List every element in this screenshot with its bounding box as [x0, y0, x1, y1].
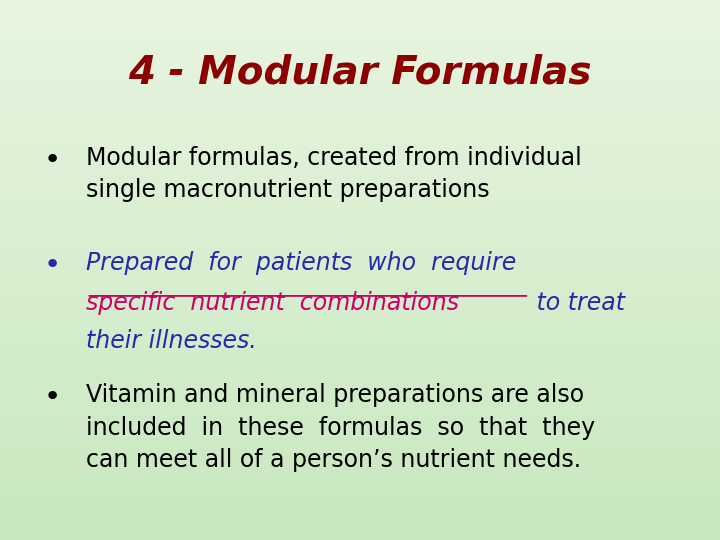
- Text: •: •: [43, 146, 60, 174]
- Text: •: •: [43, 251, 60, 279]
- Text: to treat: to treat: [529, 291, 625, 314]
- Text: 4 - Modular Formulas: 4 - Modular Formulas: [128, 54, 592, 92]
- Text: Vitamin and mineral preparations are also
included  in  these  formulas  so  tha: Vitamin and mineral preparations are als…: [86, 383, 595, 472]
- Text: their illnesses.: their illnesses.: [86, 329, 257, 353]
- Text: Prepared  for  patients  who  require: Prepared for patients who require: [86, 251, 517, 275]
- Text: specific  nutrient  combinations: specific nutrient combinations: [86, 291, 459, 314]
- Text: Modular formulas, created from individual
single macronutrient preparations: Modular formulas, created from individua…: [86, 146, 582, 202]
- Text: •: •: [43, 383, 60, 411]
